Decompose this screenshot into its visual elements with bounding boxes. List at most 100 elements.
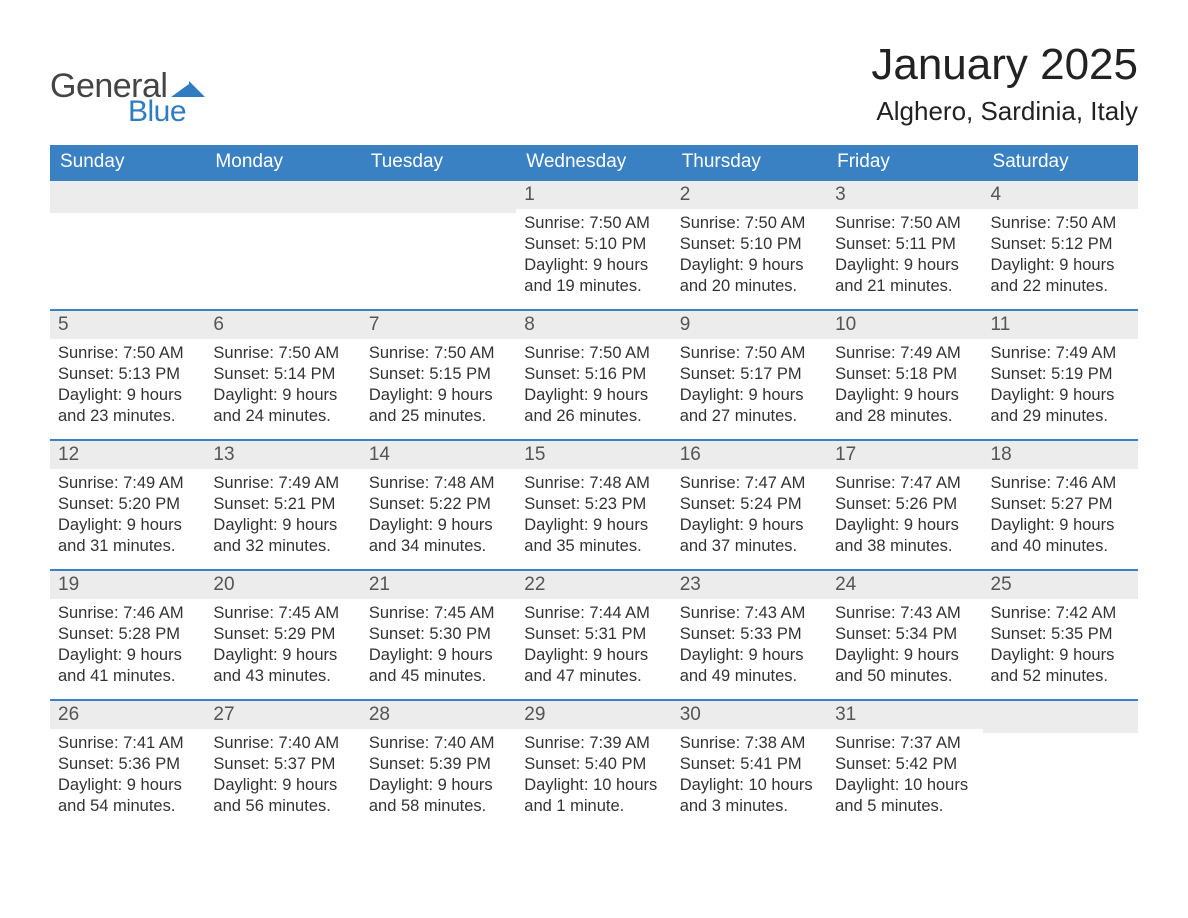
day-sunrise: Sunrise: 7:50 AM	[680, 343, 819, 364]
day-details: Sunrise: 7:49 AMSunset: 5:21 PMDaylight:…	[205, 469, 360, 565]
day-details: Sunrise: 7:50 AMSunset: 5:10 PMDaylight:…	[672, 209, 827, 305]
day-d2: and 29 minutes.	[991, 406, 1130, 427]
weekday-header: Sunday	[50, 145, 205, 180]
calendar-day-cell: 30Sunrise: 7:38 AMSunset: 5:41 PMDayligh…	[672, 700, 827, 829]
day-d2: and 31 minutes.	[58, 536, 197, 557]
day-number: 4	[983, 181, 1138, 209]
day-details: Sunrise: 7:39 AMSunset: 5:40 PMDaylight:…	[516, 729, 671, 825]
day-details: Sunrise: 7:50 AMSunset: 5:11 PMDaylight:…	[827, 209, 982, 305]
day-number: 2	[672, 181, 827, 209]
day-sunrise: Sunrise: 7:39 AM	[524, 733, 663, 754]
day-details: Sunrise: 7:49 AMSunset: 5:19 PMDaylight:…	[983, 339, 1138, 435]
day-d2: and 41 minutes.	[58, 666, 197, 687]
day-d2: and 37 minutes.	[680, 536, 819, 557]
calendar-day-cell: 28Sunrise: 7:40 AMSunset: 5:39 PMDayligh…	[361, 700, 516, 829]
day-d2: and 20 minutes.	[680, 276, 819, 297]
weekday-header: Tuesday	[361, 145, 516, 180]
day-number: 25	[983, 571, 1138, 599]
day-details: Sunrise: 7:44 AMSunset: 5:31 PMDaylight:…	[516, 599, 671, 695]
calendar-page: General Blue January 2025 Alghero, Sardi…	[0, 0, 1188, 918]
day-details: Sunrise: 7:50 AMSunset: 5:10 PMDaylight:…	[516, 209, 671, 305]
day-d1: Daylight: 9 hours	[524, 255, 663, 276]
calendar-day-cell: 31Sunrise: 7:37 AMSunset: 5:42 PMDayligh…	[827, 700, 982, 829]
calendar-week-row: 12Sunrise: 7:49 AMSunset: 5:20 PMDayligh…	[50, 440, 1138, 570]
day-sunset: Sunset: 5:14 PM	[213, 364, 352, 385]
day-sunset: Sunset: 5:18 PM	[835, 364, 974, 385]
day-details: Sunrise: 7:49 AMSunset: 5:18 PMDaylight:…	[827, 339, 982, 435]
day-sunrise: Sunrise: 7:49 AM	[213, 473, 352, 494]
day-sunset: Sunset: 5:24 PM	[680, 494, 819, 515]
day-d2: and 21 minutes.	[835, 276, 974, 297]
day-number: 11	[983, 311, 1138, 339]
day-d2: and 28 minutes.	[835, 406, 974, 427]
day-details: Sunrise: 7:42 AMSunset: 5:35 PMDaylight:…	[983, 599, 1138, 695]
calendar-day-cell	[983, 700, 1138, 829]
day-d2: and 50 minutes.	[835, 666, 974, 687]
day-sunset: Sunset: 5:20 PM	[58, 494, 197, 515]
day-d1: Daylight: 9 hours	[58, 385, 197, 406]
calendar-week-row: 5Sunrise: 7:50 AMSunset: 5:13 PMDaylight…	[50, 310, 1138, 440]
day-sunset: Sunset: 5:10 PM	[524, 234, 663, 255]
day-number-empty	[205, 181, 360, 213]
day-details: Sunrise: 7:50 AMSunset: 5:13 PMDaylight:…	[50, 339, 205, 435]
day-number: 3	[827, 181, 982, 209]
day-d2: and 27 minutes.	[680, 406, 819, 427]
day-sunset: Sunset: 5:15 PM	[369, 364, 508, 385]
calendar-day-cell: 24Sunrise: 7:43 AMSunset: 5:34 PMDayligh…	[827, 570, 982, 700]
day-number: 1	[516, 181, 671, 209]
calendar-week-row: 19Sunrise: 7:46 AMSunset: 5:28 PMDayligh…	[50, 570, 1138, 700]
day-sunset: Sunset: 5:42 PM	[835, 754, 974, 775]
day-d1: Daylight: 9 hours	[680, 385, 819, 406]
day-details: Sunrise: 7:50 AMSunset: 5:15 PMDaylight:…	[361, 339, 516, 435]
day-d1: Daylight: 9 hours	[369, 645, 508, 666]
day-d1: Daylight: 9 hours	[213, 775, 352, 796]
day-d1: Daylight: 9 hours	[991, 385, 1130, 406]
day-d2: and 52 minutes.	[991, 666, 1130, 687]
day-number: 29	[516, 701, 671, 729]
day-d1: Daylight: 9 hours	[58, 645, 197, 666]
day-d2: and 24 minutes.	[213, 406, 352, 427]
day-sunset: Sunset: 5:29 PM	[213, 624, 352, 645]
day-sunset: Sunset: 5:16 PM	[524, 364, 663, 385]
day-sunset: Sunset: 5:36 PM	[58, 754, 197, 775]
day-d2: and 32 minutes.	[213, 536, 352, 557]
day-d2: and 45 minutes.	[369, 666, 508, 687]
day-d1: Daylight: 10 hours	[680, 775, 819, 796]
day-details: Sunrise: 7:43 AMSunset: 5:33 PMDaylight:…	[672, 599, 827, 695]
day-sunrise: Sunrise: 7:48 AM	[524, 473, 663, 494]
day-d1: Daylight: 10 hours	[524, 775, 663, 796]
day-d2: and 38 minutes.	[835, 536, 974, 557]
calendar-day-cell: 10Sunrise: 7:49 AMSunset: 5:18 PMDayligh…	[827, 310, 982, 440]
day-number: 9	[672, 311, 827, 339]
calendar-day-cell: 8Sunrise: 7:50 AMSunset: 5:16 PMDaylight…	[516, 310, 671, 440]
day-details: Sunrise: 7:48 AMSunset: 5:22 PMDaylight:…	[361, 469, 516, 565]
brand-word-2: Blue	[128, 97, 205, 127]
day-d1: Daylight: 9 hours	[835, 645, 974, 666]
day-number: 28	[361, 701, 516, 729]
day-d1: Daylight: 9 hours	[213, 385, 352, 406]
day-d2: and 1 minute.	[524, 796, 663, 817]
day-sunset: Sunset: 5:27 PM	[991, 494, 1130, 515]
day-d2: and 58 minutes.	[369, 796, 508, 817]
day-sunset: Sunset: 5:40 PM	[524, 754, 663, 775]
calendar-day-cell	[205, 180, 360, 310]
calendar-day-cell: 26Sunrise: 7:41 AMSunset: 5:36 PMDayligh…	[50, 700, 205, 829]
day-sunrise: Sunrise: 7:50 AM	[524, 343, 663, 364]
day-details: Sunrise: 7:49 AMSunset: 5:20 PMDaylight:…	[50, 469, 205, 565]
day-number: 13	[205, 441, 360, 469]
calendar-day-cell	[50, 180, 205, 310]
calendar-day-cell: 19Sunrise: 7:46 AMSunset: 5:28 PMDayligh…	[50, 570, 205, 700]
calendar-day-cell: 13Sunrise: 7:49 AMSunset: 5:21 PMDayligh…	[205, 440, 360, 570]
day-sunset: Sunset: 5:39 PM	[369, 754, 508, 775]
day-sunrise: Sunrise: 7:43 AM	[680, 603, 819, 624]
day-sunset: Sunset: 5:10 PM	[680, 234, 819, 255]
weekday-header: Friday	[827, 145, 982, 180]
day-d1: Daylight: 9 hours	[524, 385, 663, 406]
day-details: Sunrise: 7:40 AMSunset: 5:37 PMDaylight:…	[205, 729, 360, 825]
day-sunset: Sunset: 5:31 PM	[524, 624, 663, 645]
day-details: Sunrise: 7:50 AMSunset: 5:12 PMDaylight:…	[983, 209, 1138, 305]
calendar-day-cell: 12Sunrise: 7:49 AMSunset: 5:20 PMDayligh…	[50, 440, 205, 570]
day-sunrise: Sunrise: 7:48 AM	[369, 473, 508, 494]
day-d2: and 23 minutes.	[58, 406, 197, 427]
day-sunset: Sunset: 5:17 PM	[680, 364, 819, 385]
